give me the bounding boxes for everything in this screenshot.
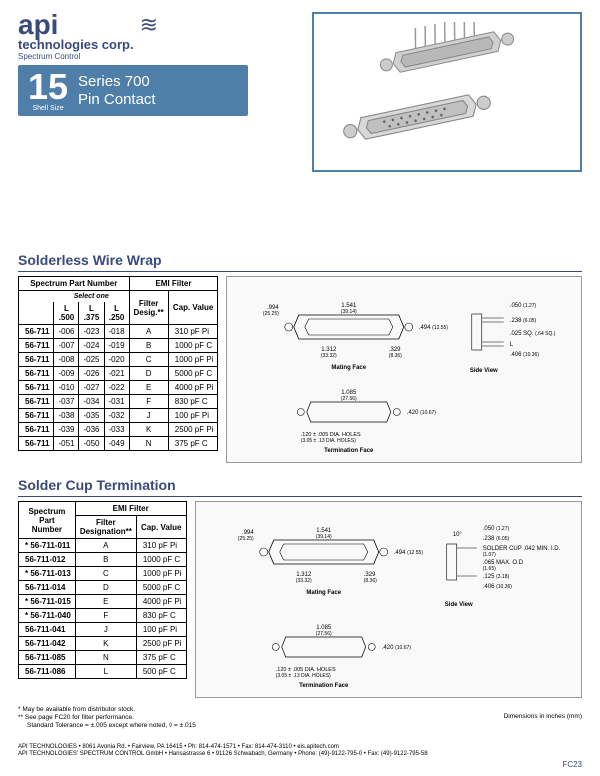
table-soldercup: Spectrum Part Number EMI Filter Filter D…	[18, 501, 187, 679]
header-line2: Pin Contact	[78, 91, 156, 108]
table-row: 56-711-009-026-021D5000 pF C	[19, 367, 218, 381]
logo-brand: api	[18, 12, 134, 37]
table-row: * 56-711-040F830 pF C	[19, 609, 187, 623]
svg-text:.420 (10.67): .420 (10.67)	[407, 410, 437, 416]
table-row: 56-711-038-035-032J100 pF Pi	[19, 409, 218, 423]
svg-text:(1.07): (1.07)	[482, 552, 495, 558]
logo-company: technologies corp.	[18, 37, 134, 52]
header-bar: 15 Shell Size Series 700 Pin Contact	[18, 65, 248, 116]
table-row: 56-711-010-027-022E4000 pF Pi	[19, 381, 218, 395]
svg-text:(3.05 ± .13 DIA. HOLES): (3.05 ± .13 DIA. HOLES)	[301, 438, 356, 444]
product-image	[312, 12, 582, 172]
shell-size-label: Shell Size	[28, 105, 68, 112]
col2-cap: Cap. Value	[136, 516, 186, 539]
svg-text:(8.36): (8.36)	[363, 578, 376, 584]
svg-text:Mating Face: Mating Face	[306, 590, 341, 596]
dimensions-note: Dimensions in inches (mm)	[504, 713, 582, 720]
footnote-2: ** See page FC20 for filter performance.	[18, 714, 582, 722]
logo-swish-icon: ≋	[140, 12, 155, 38]
col-l500: L .500	[54, 302, 79, 325]
section2-title: Solder Cup Termination	[18, 477, 582, 493]
svg-text:(25.25): (25.25)	[263, 311, 279, 317]
col-emi: EMI Filter	[129, 277, 218, 291]
svg-text:Termination Face: Termination Face	[299, 683, 349, 689]
svg-text:(27.56): (27.56)	[341, 396, 357, 402]
svg-text:.025 SQ. (.64 SQ.): .025 SQ. (.64 SQ.)	[510, 331, 556, 337]
page-number: FC23	[18, 760, 582, 770]
table-row: 56-711-007-024-019B1000 pF C	[19, 339, 218, 353]
svg-text:(39.14): (39.14)	[315, 534, 331, 540]
table-row: * 56-711-013C1000 pF Pi	[19, 567, 187, 581]
table-row: * 56-711-015E4000 pF Pi	[19, 595, 187, 609]
table-row: 56-711-051-050-049N375 pF C	[19, 437, 218, 451]
svg-text:Side View: Side View	[470, 368, 498, 374]
table-row: * 56-711-011A310 pF Pi	[19, 539, 187, 553]
col2-fd: Filter Designation**	[75, 516, 136, 539]
svg-text:Termination Face: Termination Face	[325, 448, 375, 454]
svg-text:(33.32): (33.32)	[295, 578, 311, 584]
col2-emi: EMI Filter	[75, 502, 186, 516]
table-row: 56-711-012B1000 pF C	[19, 553, 187, 567]
svg-text:(3.05 ± .13 DIA. HOLES): (3.05 ± .13 DIA. HOLES)	[275, 673, 330, 679]
svg-text:.238 (6.05): .238 (6.05)	[482, 536, 509, 542]
svg-text:.238 (6.05): .238 (6.05)	[510, 318, 537, 324]
svg-text:(33.32): (33.32)	[321, 353, 337, 359]
svg-text:.406 (10.36): .406 (10.36)	[482, 584, 512, 590]
col2-spn: Spectrum Part Number	[19, 502, 76, 539]
table-row: 56-711-037-034-031F830 pF C	[19, 395, 218, 409]
svg-text:(27.56): (27.56)	[315, 631, 331, 637]
svg-text:L: L	[510, 342, 514, 348]
diagram-solderless: 1.541 (39.14) .994 (25.25) .494 (12.55) …	[226, 276, 582, 463]
footnote-1: * May be available from distributor stoc…	[18, 706, 582, 714]
col-select: Select one	[54, 291, 129, 303]
svg-text:10°: 10°	[452, 532, 462, 538]
svg-text:Side View: Side View	[444, 602, 472, 608]
table-row: 56-711-039-036-033K2500 pF Pi	[19, 423, 218, 437]
col-fd: Filter Desig.**	[129, 291, 168, 325]
svg-text:.420 (10.67): .420 (10.67)	[381, 645, 411, 651]
table-row: 56-711-085N375 pF C	[19, 651, 187, 665]
shell-size-number: 15	[28, 69, 68, 105]
table-row: 56-711-014D5000 pF C	[19, 581, 187, 595]
header-line1: Series 700	[78, 73, 156, 90]
footnotes: * May be available from distributor stoc…	[18, 706, 582, 729]
footer-line1: API TECHNOLOGIES • 8061 Avonia Rd. • Fai…	[18, 744, 582, 751]
table-row: 56-711-042K2500 pF Pi	[19, 637, 187, 651]
svg-text:.406 (10.36): .406 (10.36)	[510, 352, 540, 358]
section1-title: Solderless Wire Wrap	[18, 252, 582, 268]
svg-text:.125 (3.18): .125 (3.18)	[482, 574, 509, 580]
footer-line2: API TECHNOLOGIES' SPECTRUM CONTROL GmbH …	[18, 751, 582, 758]
svg-text:.050 (1.27): .050 (1.27)	[482, 526, 509, 532]
svg-text:(39.14): (39.14)	[341, 309, 357, 315]
footnote-3: Standard Tolerance = ±.005 except where …	[18, 722, 582, 730]
table-solderless: Spectrum Part Number EMI Filter Select o…	[18, 276, 218, 451]
svg-text:(1.65): (1.65)	[482, 566, 495, 572]
svg-text:Mating Face: Mating Face	[332, 365, 367, 371]
svg-text:.494 (12.55): .494 (12.55)	[419, 325, 449, 331]
col-l375: L .375	[79, 302, 104, 325]
svg-text:.050 (1.27): .050 (1.27)	[510, 303, 537, 309]
diagram-soldercup: 1.541 (39.14) .994 (25.25) .494 (12.55) …	[195, 501, 582, 698]
col-cap: Cap. Value	[168, 291, 218, 325]
col-l250: L .250	[104, 302, 129, 325]
table-row: 56-711-008-025-020C1000 pF Pi	[19, 353, 218, 367]
svg-text:.494 (12.55): .494 (12.55)	[393, 550, 423, 556]
table-row: 56-711-041J100 pF Pi	[19, 623, 187, 637]
footer: API TECHNOLOGIES • 8061 Avonia Rd. • Fai…	[18, 744, 582, 770]
table-row: 56-711-086L500 pF C	[19, 665, 187, 679]
col-spn: Spectrum Part Number	[19, 277, 130, 291]
svg-text:(25.25): (25.25)	[237, 536, 253, 542]
logo-tagline: Spectrum Control	[18, 52, 134, 61]
table-row: 56-711-006-023-018A310 pF Pi	[19, 325, 218, 339]
svg-text:(8.36): (8.36)	[389, 353, 402, 359]
